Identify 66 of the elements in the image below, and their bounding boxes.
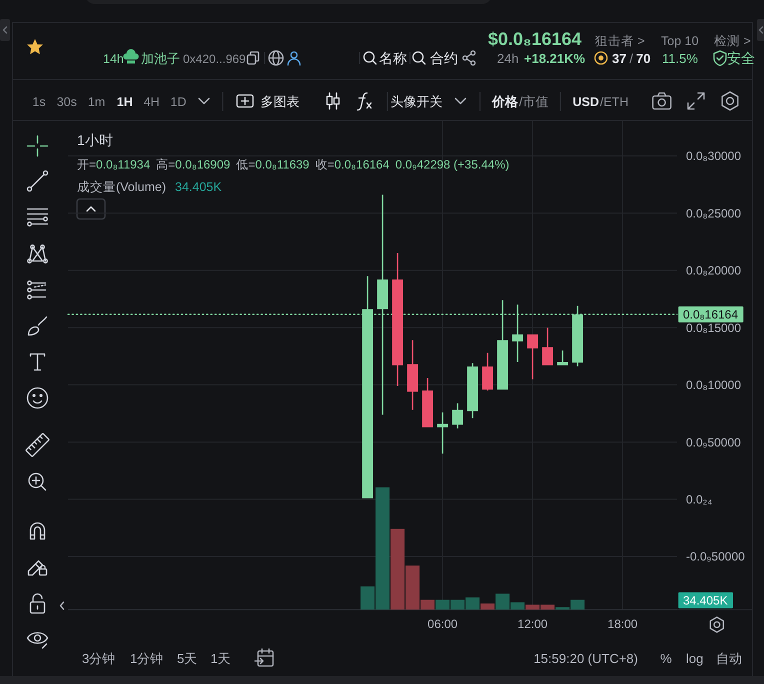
text: 收= [315, 158, 334, 172]
text: +18.21K% [524, 51, 586, 66]
text: 37 [612, 51, 626, 66]
text: 0.0₈15000 [686, 320, 742, 335]
text: 1天 [210, 651, 231, 666]
text: 5天 [177, 651, 198, 666]
axis-badge: 0.0₈16164 [678, 306, 744, 322]
text: -0.0₉50000 [686, 550, 746, 564]
text: 1分钟 [130, 651, 164, 666]
x-tick-label: 18:00 [608, 617, 638, 632]
text: 0.0₈16909 [175, 158, 231, 172]
text: 0.0₉50000 [686, 435, 742, 450]
text: 加池子 [141, 51, 180, 66]
text: 4H [144, 95, 160, 109]
x-tick-label: 12:00 [518, 617, 548, 632]
text: 1s [32, 95, 46, 109]
text: 15:59:20 (UTC+8) [534, 651, 638, 666]
candlestick [557, 350, 568, 366]
text: 0.0₈11639 [255, 158, 310, 172]
candlestick [542, 328, 554, 366]
text: 高= [156, 158, 176, 172]
text: 0.0₈25000 [686, 206, 742, 220]
text: log [686, 651, 704, 666]
text: 0.0₉42298 (+35.44%) [395, 158, 510, 172]
text: 0.0₈16164 [334, 158, 390, 172]
chart-title: 成交量(Volume) [77, 179, 166, 194]
text: 3分钟 [82, 651, 116, 666]
text: 低= [236, 158, 256, 172]
text: $0.0₈16164 [488, 29, 582, 49]
text: 0.0₈20000 [686, 264, 742, 278]
text: /ETH [600, 95, 628, 109]
text: /市值 [519, 94, 549, 109]
text: 安全 [727, 50, 755, 66]
text: 0.0₈30000 [686, 149, 742, 164]
text: 14h [103, 52, 124, 66]
text: / [629, 51, 634, 66]
text: 70 [636, 51, 651, 66]
x-tick-label: 06:00 [428, 617, 458, 632]
text: 头像开关 [390, 94, 443, 109]
text: Top 10 [661, 34, 699, 48]
text: 狙击者 > [595, 34, 645, 48]
text: 多图表 [260, 94, 300, 109]
axis-badge: 34.405K [678, 592, 734, 608]
text: % [660, 651, 672, 666]
text: 检测 > [714, 34, 751, 48]
text: 0x420...969 [183, 52, 246, 66]
candlestick [452, 403, 464, 428]
text: 0.0₈11934 [96, 158, 150, 172]
text: 1H [116, 95, 133, 109]
text: 自动 [716, 651, 742, 666]
text: 0.0₈10000 [686, 378, 742, 392]
text: 34.405K [175, 180, 222, 194]
text: 合约 [430, 50, 458, 66]
text: 开= [77, 158, 96, 172]
text: 1m [88, 95, 106, 109]
text: 价格 [491, 94, 519, 109]
text: 24h [497, 51, 519, 66]
text: 11.5% [662, 51, 698, 66]
bar [480, 603, 495, 610]
chart-title: 1小时 [77, 132, 113, 148]
text: 30s [56, 95, 77, 109]
ref-line-label: 0.0₈16164 [683, 308, 738, 322]
text: 名称 [379, 50, 407, 66]
text: 1D [170, 95, 186, 109]
text: USD [572, 95, 600, 109]
text: 0.0₂₄ [686, 492, 712, 506]
